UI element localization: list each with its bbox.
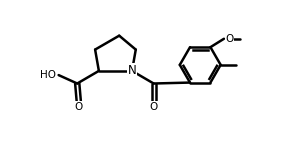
Text: O: O bbox=[150, 102, 158, 112]
Text: N: N bbox=[128, 64, 136, 77]
Text: HO: HO bbox=[40, 70, 56, 80]
Text: O: O bbox=[226, 34, 234, 44]
Text: O: O bbox=[75, 102, 83, 112]
